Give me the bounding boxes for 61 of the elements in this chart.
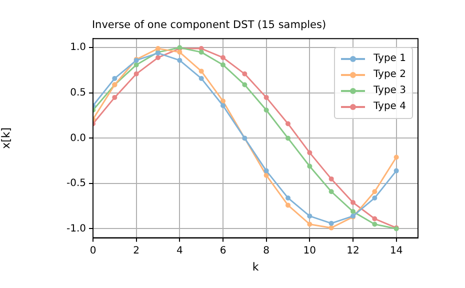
point bbox=[156, 55, 160, 60]
point bbox=[307, 150, 312, 156]
y-tick-label: 1.0 bbox=[70, 42, 86, 54]
point bbox=[220, 103, 226, 108]
point bbox=[328, 176, 334, 182]
point bbox=[264, 94, 269, 100]
point bbox=[198, 50, 204, 55]
point bbox=[307, 214, 312, 219]
point bbox=[394, 154, 399, 160]
point bbox=[286, 121, 290, 126]
point bbox=[264, 108, 269, 113]
point bbox=[112, 76, 118, 81]
point bbox=[328, 220, 334, 226]
x-tick-label: 8 bbox=[263, 245, 270, 256]
x-tick-label: 6 bbox=[220, 245, 226, 256]
point bbox=[220, 55, 226, 60]
legend-label: Type 2 bbox=[373, 68, 406, 82]
point bbox=[264, 172, 269, 178]
point bbox=[328, 225, 334, 230]
y-tick-label: 0.0 bbox=[70, 132, 86, 144]
point bbox=[177, 58, 182, 63]
point bbox=[307, 164, 312, 169]
y-tick-label: 0.5 bbox=[70, 88, 86, 99]
y-axis-title: x[k] bbox=[0, 127, 12, 149]
point bbox=[286, 195, 290, 200]
point bbox=[264, 168, 269, 174]
point bbox=[372, 216, 378, 222]
point bbox=[372, 195, 378, 200]
legend-label: Type 3 bbox=[373, 84, 406, 98]
point bbox=[307, 222, 312, 227]
point bbox=[286, 202, 290, 208]
point bbox=[328, 189, 334, 194]
y-tick-label: -1.0 bbox=[66, 223, 86, 234]
point bbox=[156, 46, 160, 52]
chart-title: Inverse of one component DST (15 samples) bbox=[92, 19, 326, 32]
point bbox=[198, 68, 204, 74]
x-tick-label: 0 bbox=[90, 245, 96, 256]
point bbox=[220, 62, 226, 68]
x-tick-label: 12 bbox=[346, 245, 360, 256]
point bbox=[372, 189, 378, 194]
point bbox=[242, 71, 248, 76]
legend-label: Type 4 bbox=[373, 100, 406, 114]
point bbox=[350, 209, 356, 214]
point bbox=[112, 94, 118, 100]
x-tick-label: 4 bbox=[176, 245, 183, 256]
x-tick-label: 14 bbox=[390, 245, 403, 256]
y-tick-label: -0.5 bbox=[66, 178, 86, 190]
x-tick-label: 2 bbox=[133, 245, 140, 256]
point bbox=[350, 200, 356, 205]
point bbox=[394, 168, 399, 174]
point bbox=[198, 76, 204, 81]
point bbox=[372, 222, 378, 227]
point bbox=[286, 136, 290, 141]
point bbox=[242, 82, 248, 88]
point bbox=[177, 50, 182, 55]
x-tick-label: 10 bbox=[303, 245, 316, 256]
point bbox=[134, 71, 139, 76]
x-axis-title: k bbox=[252, 260, 260, 274]
point bbox=[134, 62, 139, 68]
legend-label: Type 1 bbox=[373, 52, 406, 66]
point bbox=[220, 98, 226, 104]
